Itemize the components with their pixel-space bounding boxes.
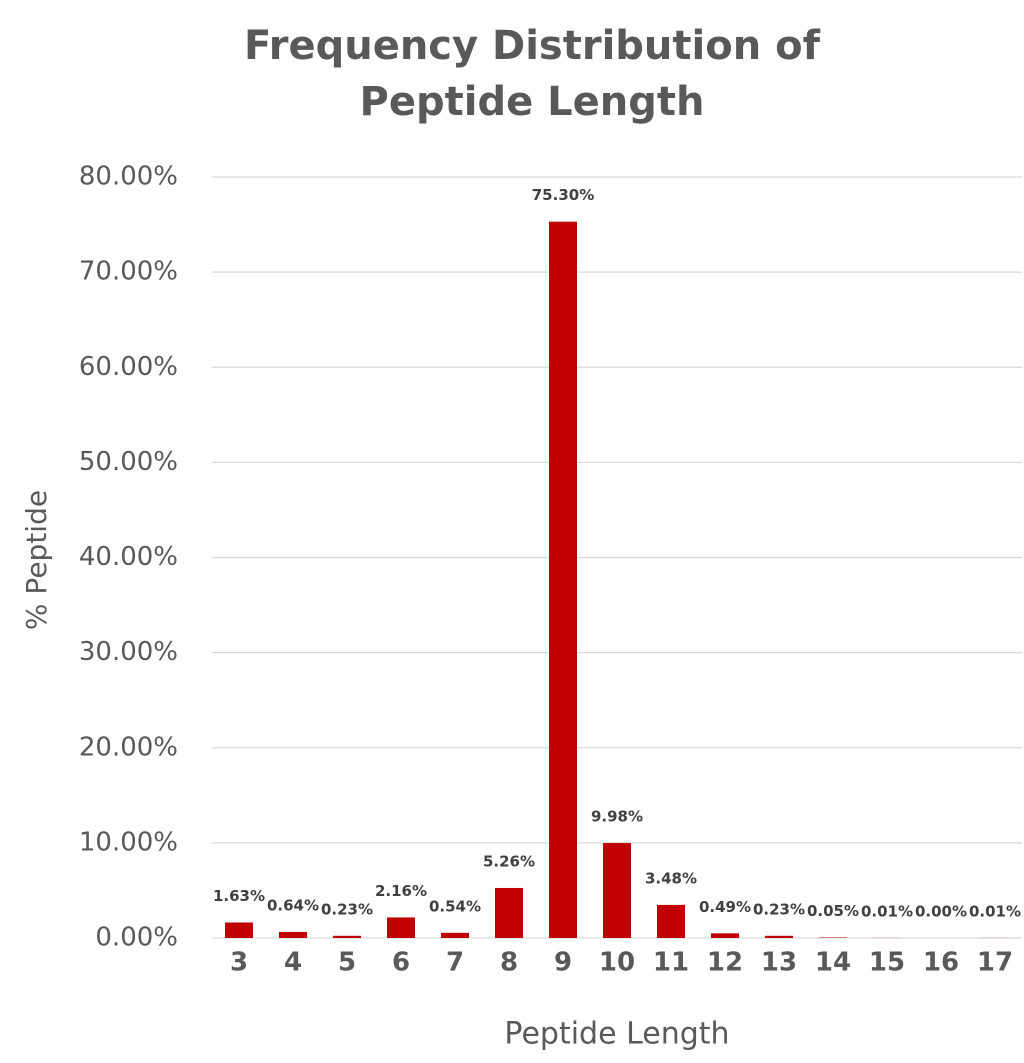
y-tick-label: 30.00%	[79, 637, 178, 667]
data-label: 0.05%	[807, 902, 859, 920]
x-tick-label: 10	[599, 948, 635, 978]
data-label: 0.00%	[915, 903, 967, 921]
x-tick-label: 16	[923, 948, 959, 978]
y-tick-label: 50.00%	[79, 447, 178, 477]
x-tick-label: 3	[230, 948, 248, 978]
y-tick-label: 60.00%	[79, 352, 178, 382]
bar	[549, 221, 577, 939]
data-label: 0.01%	[969, 902, 1021, 920]
data-label: 75.30%	[532, 186, 594, 204]
y-tick-label: 20.00%	[79, 732, 178, 762]
x-axis-title: Peptide Length	[504, 1017, 729, 1052]
bar	[603, 843, 631, 938]
y-tick-label: 40.00%	[79, 542, 178, 572]
x-tick-label: 6	[392, 948, 410, 978]
y-tick-label: 10.00%	[79, 827, 178, 857]
data-label: 0.54%	[429, 897, 481, 915]
bar	[441, 932, 469, 938]
data-label: 9.98%	[591, 808, 643, 826]
x-tick-label: 17	[977, 948, 1013, 978]
data-label: 2.16%	[375, 882, 427, 900]
data-label: 0.23%	[321, 900, 373, 918]
x-tick-label: 8	[500, 948, 518, 978]
x-tick-label: 15	[869, 948, 905, 978]
x-tick-label: 11	[653, 948, 689, 978]
data-label: 0.23%	[753, 900, 805, 918]
bar	[711, 933, 739, 938]
data-label: 3.48%	[645, 869, 697, 887]
y-tick-label: 0.00%	[95, 923, 178, 953]
x-tick-label: 4	[284, 948, 302, 978]
x-tick-label: 13	[761, 948, 797, 978]
y-axis-title: % Peptide	[20, 490, 53, 630]
bar	[387, 917, 415, 938]
data-label: 0.49%	[699, 898, 751, 916]
x-tick-label: 9	[554, 948, 572, 978]
x-tick-label: 5	[338, 948, 356, 978]
bar	[333, 935, 361, 938]
bar	[279, 931, 307, 938]
bar	[225, 922, 253, 938]
bar	[495, 887, 523, 938]
data-label: 5.26%	[483, 852, 535, 870]
data-label: 0.01%	[861, 902, 913, 920]
data-label: 1.63%	[213, 887, 265, 905]
x-tick-label: 14	[815, 948, 851, 978]
x-tick-label: 7	[446, 948, 464, 978]
y-tick-label: 70.00%	[79, 257, 178, 287]
bar	[657, 904, 685, 938]
x-tick-label: 12	[707, 948, 743, 978]
y-tick-label: 80.00%	[79, 162, 178, 192]
data-label: 0.64%	[267, 896, 319, 914]
chart-title: Frequency Distribution of Peptide Length	[243, 23, 821, 125]
bar	[765, 935, 793, 938]
